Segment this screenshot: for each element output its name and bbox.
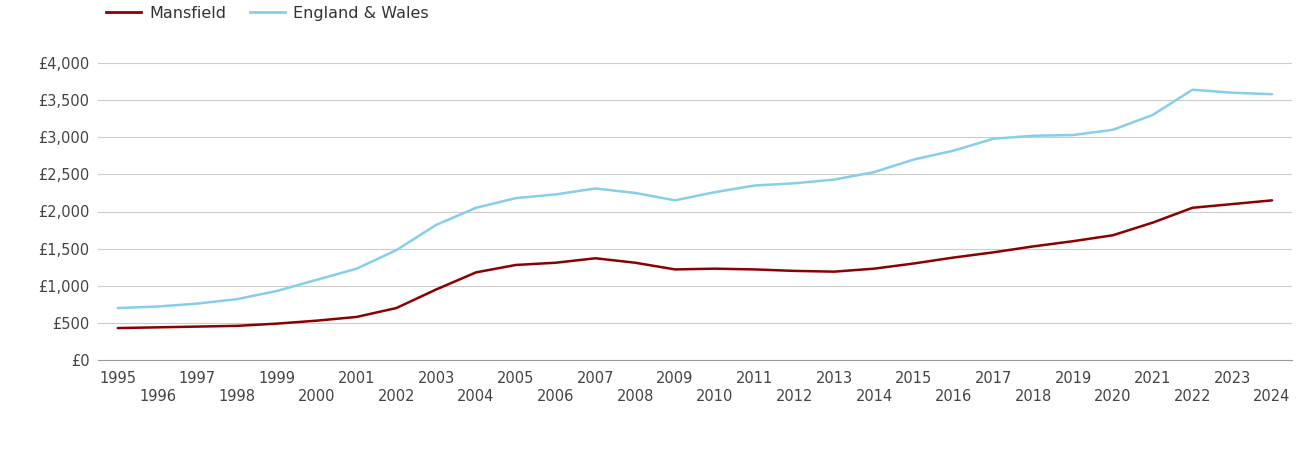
England & Wales [787, 180, 803, 186]
Mansfield [230, 323, 245, 328]
Mansfield [1224, 202, 1240, 207]
Mansfield [189, 324, 205, 329]
Line: Mansfield: Mansfield [117, 200, 1272, 328]
Mansfield [707, 266, 723, 271]
Text: 2005: 2005 [497, 371, 535, 386]
Text: 2012: 2012 [775, 389, 813, 404]
Mansfield [389, 305, 405, 310]
England & Wales [1144, 112, 1160, 118]
England & Wales [707, 189, 723, 195]
Text: 2020: 2020 [1094, 389, 1131, 404]
England & Wales [269, 288, 284, 294]
England & Wales [150, 304, 166, 309]
England & Wales [826, 177, 842, 182]
Text: 2002: 2002 [377, 389, 415, 404]
Mansfield [946, 255, 962, 260]
Text: 2011: 2011 [736, 371, 774, 386]
Mansfield [1144, 220, 1160, 225]
Mansfield [826, 269, 842, 274]
England & Wales [667, 198, 683, 203]
Mansfield [1065, 238, 1081, 244]
Mansfield [428, 287, 444, 292]
England & Wales [1224, 90, 1240, 95]
Mansfield [150, 324, 166, 330]
Text: 2003: 2003 [418, 371, 455, 386]
Text: 2019: 2019 [1054, 371, 1092, 386]
Text: 1995: 1995 [99, 371, 136, 386]
England & Wales [1265, 91, 1280, 97]
England & Wales [946, 148, 962, 153]
Text: 2001: 2001 [338, 371, 376, 386]
Text: 1997: 1997 [179, 371, 215, 386]
England & Wales [746, 183, 762, 188]
Text: 2014: 2014 [855, 389, 893, 404]
Text: 1996: 1996 [140, 389, 176, 404]
Text: 2015: 2015 [895, 371, 933, 386]
Text: 2010: 2010 [696, 389, 733, 404]
England & Wales [628, 190, 643, 196]
Mansfield [348, 314, 364, 319]
Mansfield [1185, 205, 1201, 211]
Text: 2000: 2000 [298, 389, 335, 404]
England & Wales [309, 277, 325, 283]
England & Wales [110, 305, 125, 310]
England & Wales [348, 266, 364, 271]
Text: 2013: 2013 [816, 371, 852, 386]
England & Wales [428, 222, 444, 228]
England & Wales [906, 157, 921, 162]
England & Wales [508, 195, 523, 201]
Mansfield [628, 260, 643, 265]
Legend: Mansfield, England & Wales: Mansfield, England & Wales [106, 6, 429, 21]
Text: 2024: 2024 [1253, 389, 1291, 404]
Mansfield [906, 261, 921, 266]
Mansfield [867, 266, 882, 271]
Text: 1999: 1999 [258, 371, 295, 386]
Text: 1998: 1998 [219, 389, 256, 404]
Mansfield [508, 262, 523, 268]
Text: 2009: 2009 [656, 371, 694, 386]
England & Wales [1185, 87, 1201, 92]
Mansfield [667, 267, 683, 272]
England & Wales [587, 186, 603, 191]
Mansfield [985, 250, 1001, 255]
England & Wales [468, 205, 484, 211]
Text: 2021: 2021 [1134, 371, 1172, 386]
Mansfield [110, 325, 125, 331]
England & Wales [867, 170, 882, 175]
England & Wales [1065, 132, 1081, 138]
Text: 2017: 2017 [975, 371, 1013, 386]
England & Wales [230, 297, 245, 302]
England & Wales [1105, 127, 1121, 132]
Text: 2007: 2007 [577, 371, 615, 386]
Mansfield [787, 268, 803, 274]
Text: 2018: 2018 [1014, 389, 1052, 404]
Mansfield [587, 256, 603, 261]
England & Wales [189, 301, 205, 306]
Text: 2008: 2008 [616, 389, 654, 404]
Text: 2016: 2016 [934, 389, 972, 404]
Mansfield [548, 260, 564, 265]
England & Wales [1026, 133, 1041, 139]
Text: 2006: 2006 [536, 389, 574, 404]
Line: England & Wales: England & Wales [117, 90, 1272, 308]
Text: 2004: 2004 [457, 389, 495, 404]
Mansfield [746, 267, 762, 272]
Mansfield [269, 321, 284, 326]
England & Wales [389, 248, 405, 253]
Text: 2023: 2023 [1214, 371, 1251, 386]
England & Wales [985, 136, 1001, 141]
England & Wales [548, 192, 564, 197]
Mansfield [1105, 233, 1121, 238]
Mansfield [1265, 198, 1280, 203]
Mansfield [309, 318, 325, 324]
Mansfield [1026, 244, 1041, 249]
Text: 2022: 2022 [1173, 389, 1211, 404]
Mansfield [468, 270, 484, 275]
